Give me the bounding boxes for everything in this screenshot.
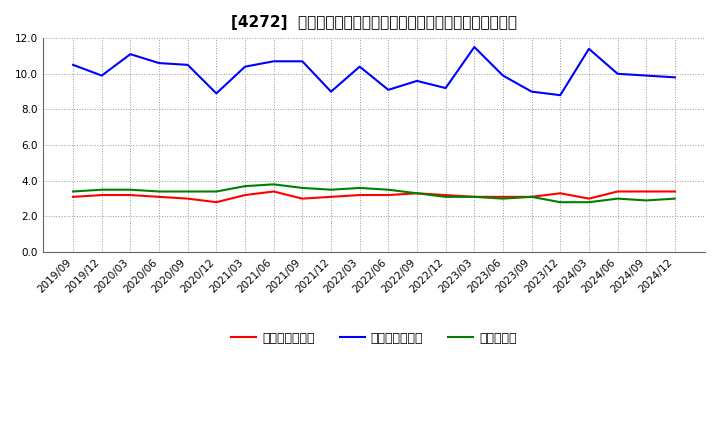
在庫回転率 — [470, 194, 479, 199]
売上債権回転率 — [642, 189, 651, 194]
買入債務回転率 — [327, 89, 336, 94]
買入債務回転率 — [441, 85, 450, 91]
売上債権回転率 — [556, 191, 564, 196]
買入債務回転率 — [642, 73, 651, 78]
在庫回転率 — [413, 191, 421, 196]
売上債権回転率 — [327, 194, 336, 199]
売上債権回転率 — [670, 189, 679, 194]
買入債務回転率 — [499, 73, 508, 78]
在庫回転率 — [240, 183, 249, 189]
売上債権回転率 — [413, 191, 421, 196]
買入債務回転率 — [97, 73, 106, 78]
在庫回転率 — [155, 189, 163, 194]
買入債務回転率 — [184, 62, 192, 67]
売上債権回転率 — [97, 192, 106, 198]
買入債務回転率 — [470, 44, 479, 50]
在庫回転率 — [585, 200, 593, 205]
売上債権回転率 — [155, 194, 163, 199]
在庫回転率 — [556, 200, 564, 205]
売上債権回転率 — [269, 189, 278, 194]
買入債務回転率 — [356, 64, 364, 69]
売上債権回転率 — [212, 200, 221, 205]
売上債権回転率 — [613, 189, 622, 194]
買入債務回転率 — [384, 87, 392, 92]
売上債権回転率 — [240, 192, 249, 198]
買入債務回転率 — [613, 71, 622, 77]
買入債務回転率 — [126, 51, 135, 57]
売上債権回転率 — [126, 192, 135, 198]
買入債務回転率 — [670, 75, 679, 80]
買入債務回転率 — [155, 60, 163, 66]
売上債権回転率 — [298, 196, 307, 201]
売上債権回転率 — [527, 194, 536, 199]
在庫回転率 — [441, 194, 450, 199]
在庫回転率 — [327, 187, 336, 192]
Line: 在庫回転率: 在庫回転率 — [73, 184, 675, 202]
買入債務回転率 — [240, 64, 249, 69]
売上債権回転率 — [499, 194, 508, 199]
在庫回転率 — [212, 189, 221, 194]
在庫回転率 — [269, 182, 278, 187]
Legend: 売上債権回転率, 買入債務回転率, 在庫回転率: 売上債権回転率, 買入債務回転率, 在庫回転率 — [226, 327, 522, 350]
在庫回転率 — [126, 187, 135, 192]
買入債務回転率 — [527, 89, 536, 94]
買入債務回転率 — [298, 59, 307, 64]
在庫回転率 — [97, 187, 106, 192]
在庫回転率 — [298, 185, 307, 191]
買入債務回転率 — [585, 46, 593, 51]
在庫回転率 — [184, 189, 192, 194]
在庫回転率 — [499, 196, 508, 201]
Line: 買入債務回転率: 買入債務回転率 — [73, 47, 675, 95]
買入債務回転率 — [413, 78, 421, 84]
売上債権回転率 — [585, 196, 593, 201]
売上債権回転率 — [384, 192, 392, 198]
買入債務回転率 — [269, 59, 278, 64]
Line: 売上債権回転率: 売上債権回転率 — [73, 191, 675, 202]
在庫回転率 — [613, 196, 622, 201]
売上債権回転率 — [470, 194, 479, 199]
売上債権回転率 — [356, 192, 364, 198]
売上債権回転率 — [68, 194, 77, 199]
買入債務回転率 — [68, 62, 77, 67]
買入債務回転率 — [556, 92, 564, 98]
在庫回転率 — [527, 194, 536, 199]
在庫回転率 — [356, 185, 364, 191]
在庫回転率 — [642, 198, 651, 203]
在庫回転率 — [68, 189, 77, 194]
売上債権回転率 — [441, 192, 450, 198]
在庫回転率 — [670, 196, 679, 201]
Title: [4272]  売上債権回転率、買入債務回転率、在庫回転率の推移: [4272] 売上債権回転率、買入債務回転率、在庫回転率の推移 — [231, 15, 517, 30]
買入債務回転率 — [212, 91, 221, 96]
在庫回転率 — [384, 187, 392, 192]
売上債権回転率 — [184, 196, 192, 201]
